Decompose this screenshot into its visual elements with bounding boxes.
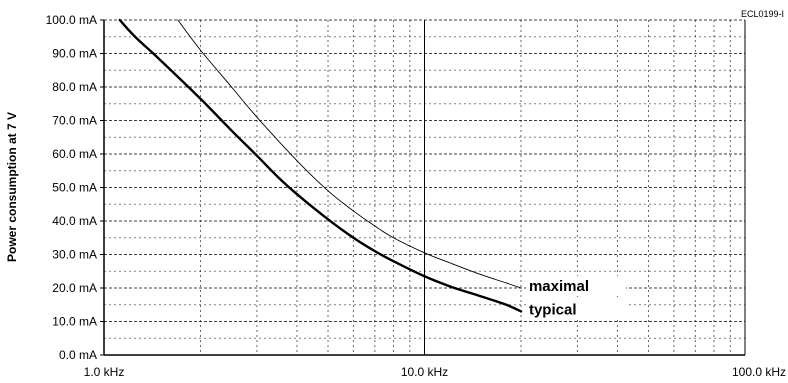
tick-labels: 0.0 mA 10.0 mA 20.0 mA 30.0 mA 40.0 mA 50.0 m… (46, 13, 786, 379)
y-tick-label: 20.0 mA (52, 281, 97, 295)
y-axis-label: Power consumption at 7 V (5, 112, 19, 262)
figure-code: ECL0199-I (741, 9, 784, 19)
axes (100, 19, 745, 356)
y-tick-label: 80.0 mA (52, 80, 97, 94)
y-tick-label: 40.0 mA (52, 214, 97, 228)
y-tick-label: 30.0 mA (52, 248, 97, 262)
x-tick-label: 1.0 kHz (84, 365, 125, 379)
series-lines (118, 18, 523, 313)
series-label-typical: typical (529, 301, 577, 318)
series-line-typical (118, 18, 523, 313)
series-label-bg-typical (525, 299, 626, 320)
y-tick-label: 90.0 mA (52, 47, 97, 61)
y-tick-label: 60.0 mA (52, 147, 97, 161)
series-line-maximal (177, 19, 522, 289)
x-tick-label: 10.0 kHz (401, 365, 448, 379)
y-tick-label: 10.0 mA (52, 315, 97, 329)
y-tick-label: 50.0 mA (52, 181, 97, 195)
y-tick-label: 100.0 mA (46, 13, 97, 27)
y-tick-label: 70.0 mA (52, 114, 97, 128)
major-grid (104, 19, 746, 355)
series-label-bg-maximal (525, 276, 626, 296)
series-labels: typical maximal (525, 276, 626, 320)
series-label-maximal: maximal (529, 278, 589, 295)
y-tick-label: 0.0 mA (59, 348, 97, 362)
x-tick-label: 100.0 kHz (732, 365, 786, 379)
